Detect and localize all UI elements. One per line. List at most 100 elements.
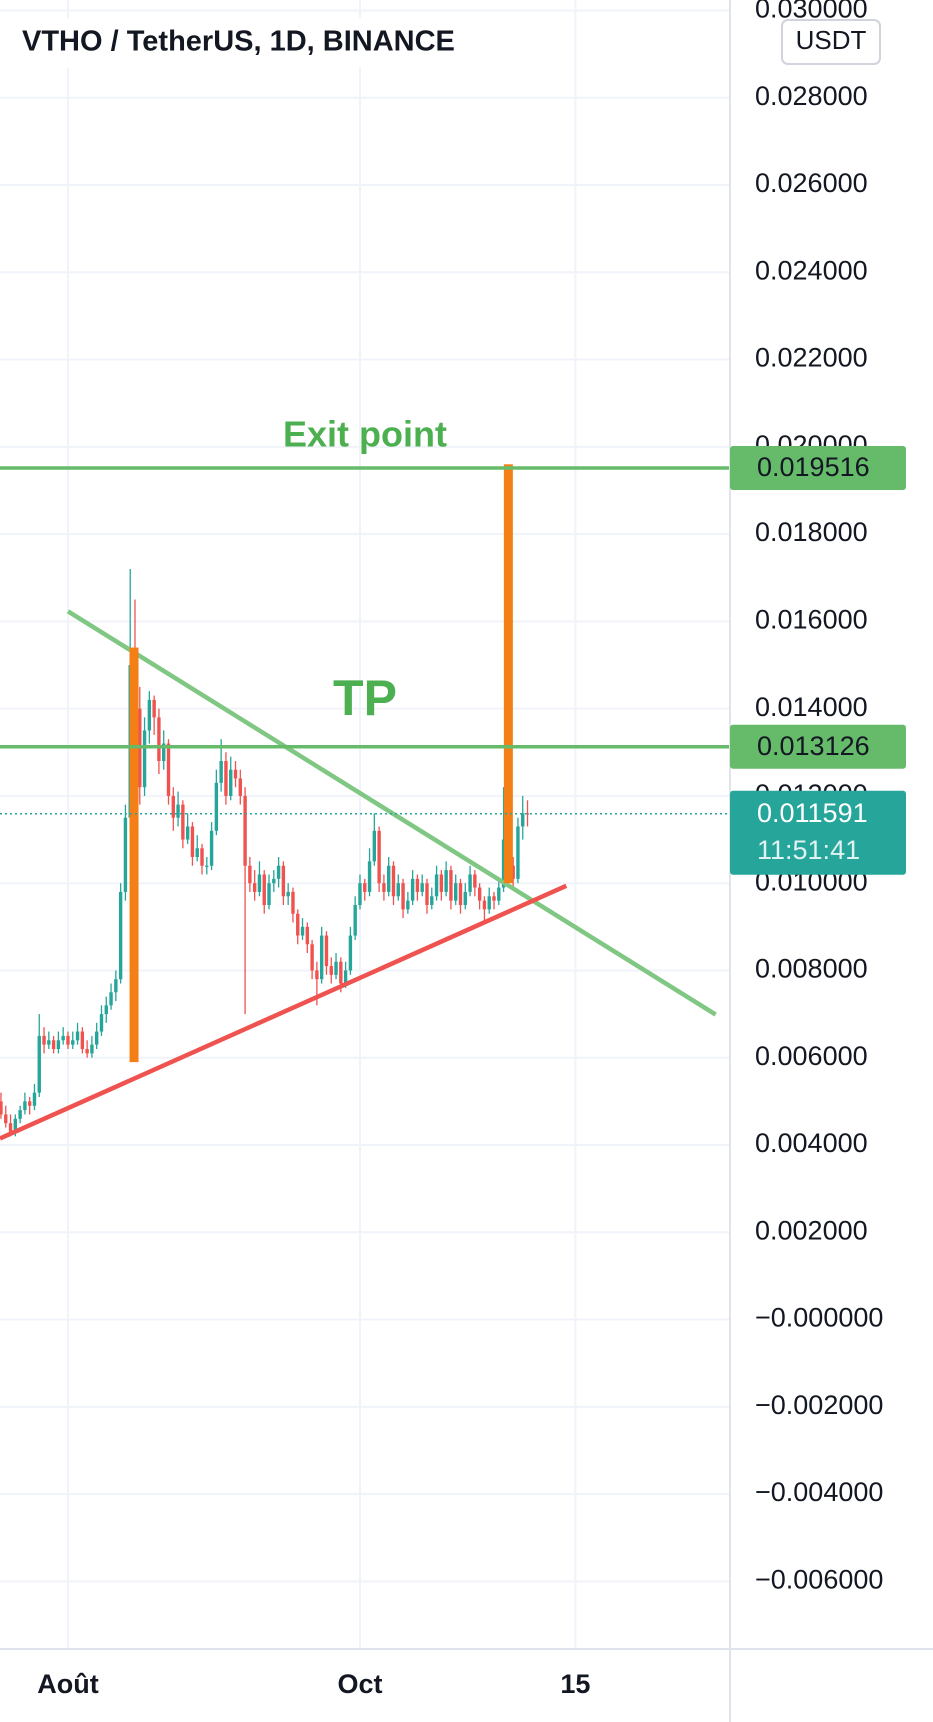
candle-body bbox=[468, 874, 472, 892]
candle-body bbox=[181, 804, 185, 840]
y-tick-label: 0.002000 bbox=[755, 1215, 868, 1245]
candle-body bbox=[262, 874, 266, 906]
candle-body bbox=[291, 891, 295, 914]
current-price-label: 0.011591 bbox=[757, 798, 868, 828]
price-label-box bbox=[730, 724, 906, 769]
y-tick-label: 0.004000 bbox=[755, 1128, 868, 1158]
candle-body bbox=[8, 1123, 13, 1132]
candle-body bbox=[286, 891, 290, 897]
x-tick-label: 15 bbox=[560, 1669, 590, 1699]
y-tick-label: −0.004000 bbox=[755, 1477, 883, 1507]
candle-body bbox=[176, 804, 180, 818]
y-tick-label: 0.022000 bbox=[755, 343, 868, 373]
candle-body bbox=[477, 887, 482, 901]
candle-body bbox=[109, 992, 113, 1006]
candle-body bbox=[521, 813, 525, 827]
candle-body bbox=[123, 817, 128, 892]
candle-body bbox=[420, 883, 424, 892]
y-tick-label: 0.008000 bbox=[755, 954, 868, 984]
candle-body bbox=[42, 1035, 46, 1045]
candle-body bbox=[4, 1114, 8, 1124]
candle-body bbox=[372, 830, 377, 862]
candle-body bbox=[401, 883, 405, 910]
y-tick-label: −0.002000 bbox=[755, 1390, 883, 1420]
candle-body bbox=[118, 891, 123, 980]
candle-body bbox=[224, 761, 228, 796]
currency-button[interactable] bbox=[781, 19, 881, 65]
y-tick-label: −0.000000 bbox=[755, 1303, 883, 1333]
price-label: 0.013126 bbox=[757, 731, 870, 761]
candle-body bbox=[114, 979, 118, 993]
trend-line bbox=[0, 883, 568, 1141]
candle-body bbox=[252, 883, 257, 892]
plot-area bbox=[0, 464, 730, 1141]
candle-body bbox=[90, 1044, 94, 1054]
x-tick-label: Oct bbox=[337, 1669, 382, 1699]
candle-body bbox=[487, 896, 491, 910]
chart-title: VTHO / TetherUS, 1D, BINANCE bbox=[22, 26, 455, 58]
candle-body bbox=[324, 935, 329, 967]
candle-body bbox=[85, 1049, 89, 1054]
candle-body bbox=[425, 883, 429, 906]
candle-body bbox=[463, 891, 467, 906]
candle-body bbox=[248, 865, 252, 884]
countdown-label: 11:51:41 bbox=[757, 835, 860, 865]
candle-body bbox=[458, 883, 463, 906]
candle-body bbox=[142, 730, 147, 788]
candle-body bbox=[454, 883, 458, 901]
candle-body bbox=[439, 874, 444, 892]
candle-body bbox=[358, 883, 362, 906]
candle-body bbox=[171, 795, 175, 818]
current-price-box bbox=[730, 790, 906, 875]
candle-body bbox=[214, 782, 219, 831]
y-tick-label: 0.024000 bbox=[755, 255, 868, 285]
candle-body bbox=[152, 699, 156, 718]
candle-body bbox=[51, 1040, 56, 1050]
candle-body bbox=[94, 1031, 99, 1045]
candle-body bbox=[276, 865, 281, 879]
candle-body bbox=[0, 1101, 3, 1115]
candle-body bbox=[449, 870, 453, 901]
candle-body bbox=[23, 1101, 27, 1111]
title-backdrop bbox=[0, 18, 520, 68]
candle-body bbox=[99, 1014, 104, 1032]
candle-body bbox=[434, 874, 439, 897]
candle-body bbox=[296, 913, 300, 936]
candle-body bbox=[238, 778, 243, 796]
candle-body bbox=[377, 830, 381, 884]
candle-body bbox=[272, 878, 276, 884]
candle-body bbox=[396, 883, 400, 897]
candle-body bbox=[516, 826, 520, 879]
candle-body bbox=[32, 1092, 37, 1106]
candle-body bbox=[430, 896, 434, 906]
candle-body bbox=[415, 878, 420, 892]
candle-body bbox=[348, 935, 353, 971]
candle-body bbox=[185, 826, 190, 840]
candle-body bbox=[391, 865, 396, 897]
candle-body bbox=[367, 861, 372, 892]
candle-body bbox=[497, 887, 501, 901]
price-label-box bbox=[730, 445, 906, 490]
candle-body bbox=[382, 883, 386, 892]
candle-body bbox=[525, 813, 530, 815]
candle-body bbox=[343, 970, 348, 984]
candle-body bbox=[315, 970, 319, 980]
y-tick-label: 0.030000 bbox=[755, 0, 868, 24]
candle-body bbox=[147, 699, 152, 731]
candle-body bbox=[386, 865, 391, 892]
candle-body bbox=[511, 865, 515, 879]
candle-body bbox=[200, 848, 204, 866]
candle-body bbox=[190, 826, 195, 858]
candle-body bbox=[71, 1040, 75, 1045]
candle-body bbox=[13, 1118, 18, 1132]
candle-body bbox=[329, 966, 333, 975]
candle-body bbox=[195, 848, 199, 858]
candle-body bbox=[37, 1035, 41, 1093]
candle-body bbox=[363, 883, 367, 892]
candle-body bbox=[104, 1005, 108, 1015]
candle-body bbox=[410, 878, 415, 901]
candle-body bbox=[157, 717, 161, 762]
candle-body bbox=[209, 830, 214, 866]
candle-body bbox=[281, 865, 286, 897]
